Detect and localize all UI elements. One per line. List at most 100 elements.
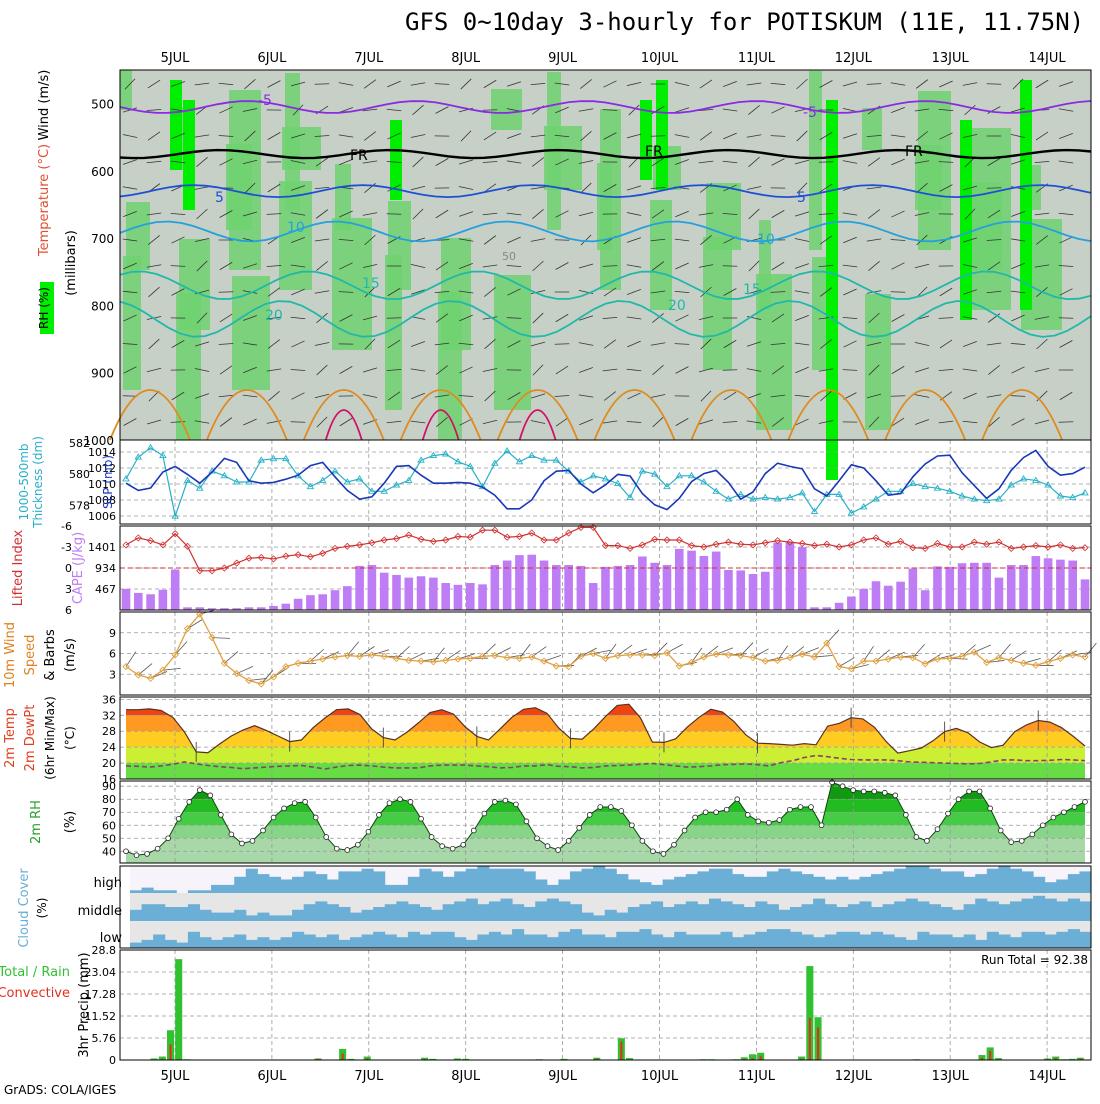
- cloud-cell-high: [246, 869, 258, 893]
- cloud-cell-high: [211, 885, 223, 893]
- cloud-cell-high: [501, 869, 513, 893]
- y-tick-label-cape: 467: [95, 583, 116, 596]
- cloud-cell-middle: [663, 907, 675, 921]
- point-rh: [977, 789, 982, 794]
- point-rh: [324, 835, 329, 840]
- cloud-cell-high: [744, 877, 756, 893]
- bar-cape: [884, 586, 893, 610]
- bar-cape: [712, 552, 721, 610]
- point-rh: [292, 801, 297, 806]
- point-rh: [693, 815, 698, 820]
- cloud-cell-high: [489, 869, 501, 893]
- point-rh: [598, 805, 603, 810]
- wind-barb-10m: [824, 630, 842, 643]
- cloud-cell-middle: [651, 901, 663, 921]
- cloud-cell-middle: [443, 904, 455, 921]
- point-rh: [419, 816, 424, 821]
- cloud-row-label-high: high: [94, 876, 122, 891]
- cloud-cell-low: [234, 935, 246, 949]
- cloud-cell-high: [720, 869, 732, 893]
- point-rh: [1030, 832, 1035, 837]
- bar-cape: [601, 567, 610, 610]
- isotherm-label: 10: [287, 220, 305, 236]
- cloud-cell-low: [512, 929, 524, 948]
- cloud-cell-low: [419, 935, 431, 949]
- rh-band: [120, 70, 132, 110]
- cloud-cell-middle: [338, 907, 350, 921]
- cloud-cell-high: [883, 871, 895, 893]
- point-rh: [619, 809, 624, 814]
- bar-cape: [1007, 565, 1016, 610]
- bar-cape: [724, 570, 733, 610]
- bar-cape: [515, 555, 524, 610]
- bar-cape: [318, 594, 327, 610]
- rh-field-label: 50: [502, 250, 516, 263]
- cloud-cell-middle: [1079, 901, 1091, 921]
- cloud-cell-middle: [917, 901, 929, 921]
- cloud-cell-high: [582, 869, 594, 893]
- bar-cape: [859, 589, 868, 610]
- axis-label-t2m_a: 2m Temp: [3, 708, 18, 768]
- cloud-cell-high: [466, 869, 478, 893]
- cloud-cell-high: [199, 890, 211, 893]
- cloud-cell-middle: [142, 904, 154, 921]
- point-rh: [366, 829, 371, 834]
- bar-cape: [933, 566, 942, 610]
- x-tick-label-bottom: 14JUL: [1029, 1069, 1067, 1084]
- cloud-cell-high: [385, 885, 397, 893]
- cloud-cell-middle: [570, 904, 582, 921]
- cloud-cell-middle: [419, 907, 431, 921]
- cloud-cell-high: [350, 871, 362, 893]
- x-tick-label-top: 13JUL: [932, 51, 970, 66]
- axis-label-thick_b: Thickness (dm): [31, 436, 45, 529]
- point-rh: [714, 810, 719, 815]
- point-rh: [524, 819, 529, 824]
- isotherm-label: 5: [797, 190, 806, 206]
- rh-band: [335, 164, 351, 230]
- cloud-cell-high: [651, 885, 663, 893]
- cloud-cell-middle: [130, 910, 142, 921]
- rh-band: [862, 108, 882, 150]
- y-tick-label-li: 6: [65, 604, 72, 617]
- cloud-cell-high: [327, 880, 339, 894]
- point-rh: [503, 798, 508, 803]
- cloud-cell-middle: [628, 907, 640, 921]
- y-tick-label-thickness: 578: [69, 499, 90, 512]
- point-rh: [682, 828, 687, 833]
- y-tick-label-cape: 934: [95, 562, 116, 575]
- cloud-cell-high: [605, 869, 617, 893]
- cloud-row-label-middle: middle: [78, 904, 122, 919]
- cloud-cell-high: [1010, 869, 1022, 893]
- cloud-cell-low: [616, 932, 628, 948]
- cloud-cell-high: [755, 877, 767, 893]
- cloud-cell-high: [778, 869, 790, 893]
- cloud-cell-low: [1022, 932, 1034, 948]
- axis-label-slp: SLP (mb): [101, 455, 115, 509]
- point-rh: [672, 842, 677, 847]
- cloud-cell-low: [281, 937, 293, 948]
- point-rh: [861, 789, 866, 794]
- rh-band: [971, 128, 1011, 310]
- point-rh: [166, 836, 171, 841]
- point-rh: [282, 806, 287, 811]
- cloud-cell-low: [558, 932, 570, 948]
- rh-band: [650, 200, 672, 310]
- cloud-cell-middle: [466, 899, 478, 921]
- point-rh: [514, 802, 519, 807]
- cloud-cell-high: [767, 871, 779, 893]
- bar-cape: [294, 599, 303, 610]
- cloud-cell-middle: [234, 910, 246, 921]
- rh-bands: [120, 781, 1091, 863]
- point-rh: [398, 797, 403, 802]
- point-rh: [967, 789, 972, 794]
- cloud-cell-low: [987, 932, 999, 948]
- cloud-cell-low: [906, 940, 918, 948]
- point-rh: [851, 788, 856, 793]
- cloud-cell-low: [1010, 937, 1022, 948]
- y-tick-label: 600: [91, 165, 114, 179]
- cloud-cell-middle: [940, 907, 952, 921]
- rh-band: [703, 237, 732, 370]
- cloud-cell-low: [582, 935, 594, 949]
- x-tick-label-top: 5JUL: [161, 51, 191, 66]
- rh-band: [126, 202, 150, 270]
